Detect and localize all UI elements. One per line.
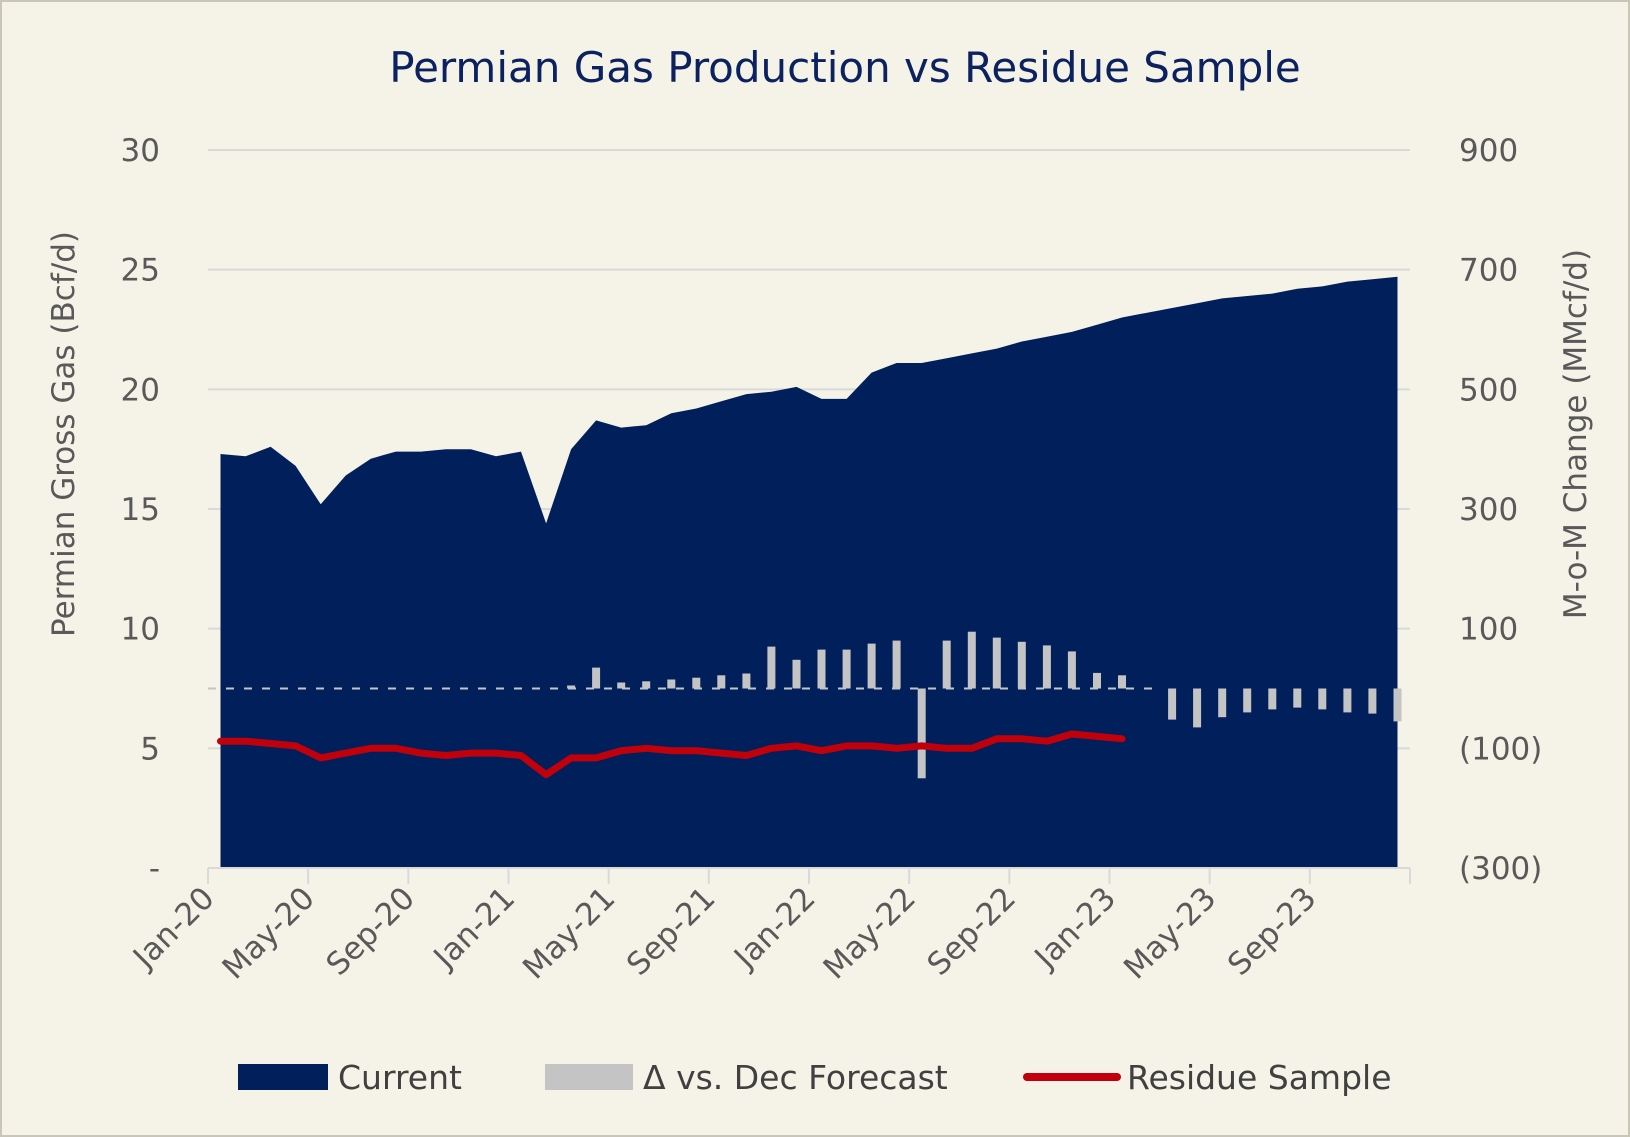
- x-tick-label: May-22: [817, 880, 923, 986]
- delta-bar: [1218, 688, 1227, 718]
- left-tick-label: 30: [121, 133, 160, 169]
- right-axis-title: M-o-M Change (MMcf/d): [1558, 249, 1594, 619]
- x-tick-label: Jan-23: [1027, 880, 1123, 976]
- delta-bar: [867, 643, 876, 689]
- delta-bar: [642, 681, 651, 689]
- delta-bar: [942, 640, 951, 689]
- legend-label-delta: Δ vs. Dec Forecast: [643, 1058, 948, 1097]
- right-axis-ticks: (300) (100) 100 300 500 700 900: [1459, 133, 1542, 887]
- delta-bar: [1318, 688, 1327, 710]
- delta-bar: [792, 659, 801, 689]
- delta-bar: [767, 646, 776, 689]
- delta-bar: [917, 688, 926, 779]
- line-residue: [217, 730, 1126, 779]
- chart-title: Permian Gas Production vs Residue Sample: [389, 43, 1301, 92]
- x-tick-label: Jan-22: [726, 880, 822, 976]
- delta-bar: [1243, 688, 1252, 713]
- x-tick-label: Sep-23: [1221, 880, 1324, 983]
- x-tick-label: May-23: [1117, 880, 1223, 986]
- left-tick-label: 20: [121, 372, 160, 408]
- delta-bar: [1067, 651, 1076, 689]
- delta-bar: [1042, 645, 1051, 689]
- delta-bar: [717, 675, 726, 689]
- delta-bar: [992, 637, 1001, 689]
- area-series-current: [220, 276, 1398, 868]
- right-tick-label: (300): [1459, 851, 1542, 887]
- delta-bar: [892, 640, 901, 689]
- legend-label-current: Current: [338, 1058, 462, 1097]
- left-tick-label: -: [149, 851, 160, 887]
- left-axis-ticks: - 5 10 15 20 25 30: [121, 133, 160, 887]
- legend: Current Δ vs. Dec Forecast Residue Sample: [238, 1058, 1392, 1097]
- x-tick-label: Jan-21: [426, 880, 522, 976]
- left-tick-label: 5: [140, 731, 160, 767]
- delta-bar: [1168, 688, 1177, 720]
- x-tick-label: May-21: [516, 880, 622, 986]
- axes: [207, 867, 1411, 884]
- x-tick-label: Sep-22: [920, 880, 1023, 983]
- delta-bar: [742, 673, 751, 689]
- delta-bar: [1368, 688, 1377, 714]
- delta-bar: [567, 685, 576, 689]
- legend-swatch-current: [238, 1064, 328, 1090]
- right-tick-label: 500: [1459, 372, 1518, 408]
- x-tick-label: Jan-20: [125, 880, 221, 976]
- left-axis-title: Permian Gross Gas (Bcf/d): [46, 231, 82, 637]
- right-tick-label: 100: [1459, 612, 1518, 648]
- right-tick-label: 300: [1459, 492, 1518, 528]
- bar-series-delta: [567, 631, 1402, 779]
- delta-bar: [1093, 672, 1101, 689]
- right-tick-label: (100): [1459, 731, 1542, 767]
- delta-bar: [842, 649, 851, 689]
- delta-bar: [1118, 675, 1126, 689]
- x-tick-label: Sep-20: [319, 880, 422, 983]
- delta-bar: [967, 631, 976, 689]
- delta-bar: [1393, 688, 1402, 722]
- delta-bar: [817, 649, 826, 689]
- line-series-residue: [217, 730, 1126, 779]
- delta-bar: [1293, 688, 1302, 708]
- delta-bar: [617, 682, 626, 689]
- x-tick-label: Sep-21: [620, 880, 723, 983]
- right-tick-label: 900: [1459, 133, 1518, 169]
- delta-bar: [1343, 688, 1352, 713]
- legend-label-residue: Residue Sample: [1127, 1058, 1392, 1097]
- right-tick-label: 700: [1459, 253, 1518, 289]
- delta-bar: [1193, 688, 1202, 728]
- legend-swatch-delta: [545, 1064, 633, 1090]
- area-current: [220, 276, 1398, 868]
- left-tick-label: 15: [121, 492, 160, 528]
- delta-bar: [692, 677, 701, 689]
- delta-bar: [1017, 641, 1026, 689]
- x-tick-label: May-20: [216, 880, 322, 986]
- left-tick-label: 10: [121, 612, 160, 648]
- delta-bar: [1268, 688, 1277, 710]
- left-tick-label: 25: [121, 253, 160, 289]
- delta-bar: [592, 667, 601, 689]
- delta-bar: [667, 679, 676, 689]
